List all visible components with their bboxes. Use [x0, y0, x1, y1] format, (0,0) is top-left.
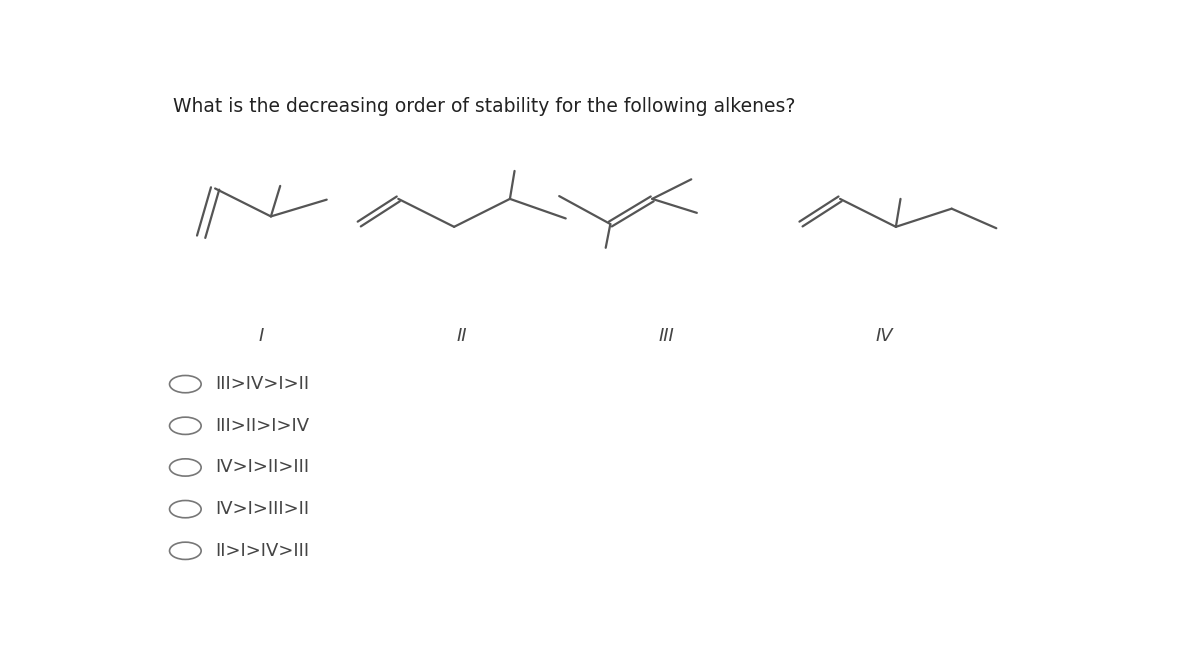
Text: II: II	[456, 327, 467, 345]
Text: IV>I>II>III: IV>I>II>III	[215, 459, 310, 477]
Text: I: I	[259, 327, 264, 345]
Text: III: III	[659, 327, 674, 345]
Text: III>II>I>IV: III>II>I>IV	[215, 417, 310, 435]
Text: II>I>IV>III: II>I>IV>III	[215, 542, 310, 560]
Text: IV>I>III>II: IV>I>III>II	[215, 500, 310, 518]
Text: What is the decreasing order of stability for the following alkenes?: What is the decreasing order of stabilit…	[173, 97, 796, 116]
Text: IV: IV	[876, 327, 894, 345]
Text: III>IV>I>II: III>IV>I>II	[215, 375, 310, 393]
